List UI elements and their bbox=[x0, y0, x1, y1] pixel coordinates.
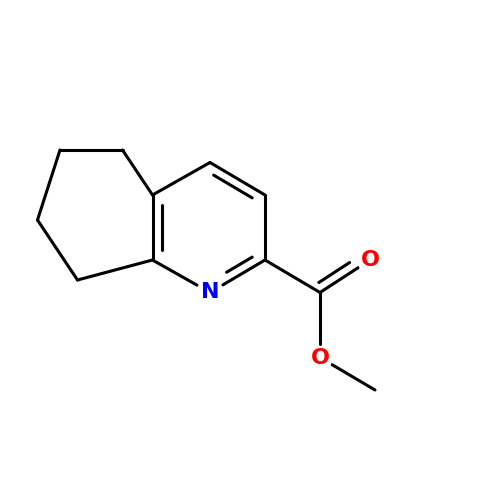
Text: O: O bbox=[310, 348, 330, 368]
Text: O: O bbox=[360, 250, 380, 270]
Text: N: N bbox=[201, 282, 219, 302]
